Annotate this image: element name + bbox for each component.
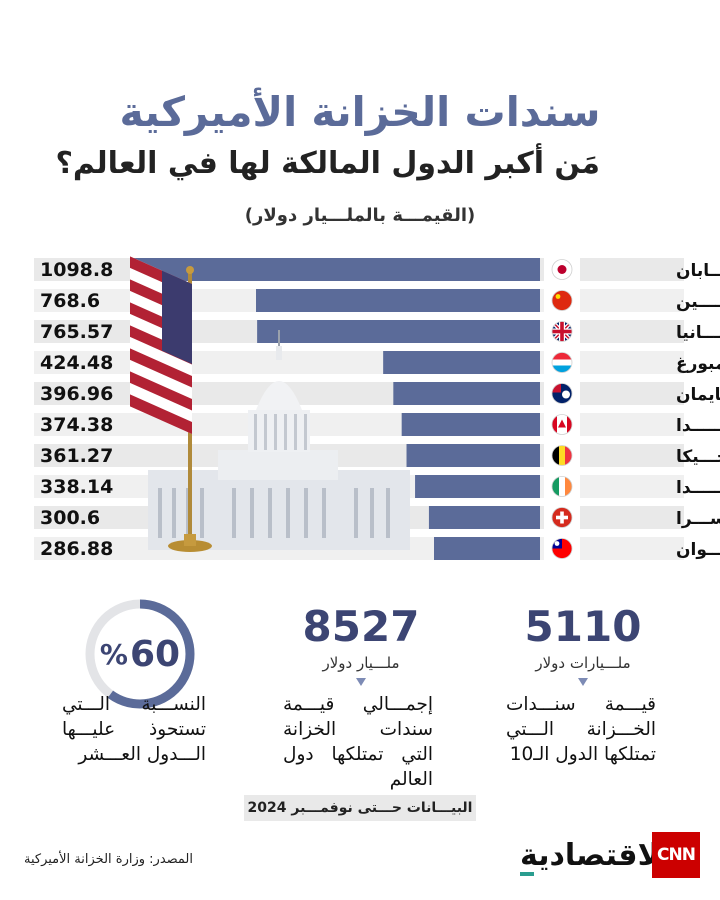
brand-logo-text: الاقتصادية — [520, 838, 671, 873]
ireland-flag-icon — [552, 476, 572, 497]
bar-value-label: 300.6 — [40, 507, 100, 529]
bar-category-label: اليــــــابان — [676, 261, 720, 281]
stat-world-total-unit: ملـــيار دولار — [322, 654, 400, 672]
bar-track — [34, 444, 684, 467]
bar-value-label: 768.6 — [40, 290, 100, 312]
stat-total-ten-value: 5110 — [524, 602, 642, 651]
bar-row: 361.27 بلجـــيكا — [34, 444, 720, 467]
bar — [428, 506, 540, 529]
stat-share-desc: النســـبة الـــتي تستحوذ عليـــها الـــد… — [62, 694, 206, 765]
bar-row: 768.6 الصـــــين — [34, 289, 720, 312]
bar — [134, 258, 540, 281]
unit-label: (القيمـــة بالملـــيار دولار) — [244, 205, 476, 226]
bar-category-label: تايـــوان — [676, 540, 720, 560]
bar — [257, 320, 540, 343]
share-value: 60 — [129, 633, 181, 675]
bar-value-label: 374.38 — [40, 414, 113, 436]
source-note: المصدر: وزارة الخزانة الأميركية — [24, 852, 193, 867]
bar-value-label: 1098.8 — [40, 259, 113, 281]
share-ring — [85, 599, 195, 709]
bar — [383, 351, 540, 374]
page-subtitle: مَن أكبر الدول المالكة لها في العالم؟ — [55, 146, 600, 181]
cayman-flag-icon — [552, 383, 572, 404]
belgium-flag-icon — [552, 445, 572, 466]
bar-value-label: 424.48 — [40, 352, 113, 374]
bar-category-label: سويســـرا — [676, 509, 720, 529]
bar-category-label: أيرلنــــــدا — [676, 476, 720, 498]
share-ring-arc — [85, 599, 195, 709]
bar-value-label: 286.88 — [40, 538, 113, 560]
bar — [401, 413, 540, 436]
bar — [415, 475, 540, 498]
luxembourg-flag-icon — [552, 352, 572, 373]
brand-logo-bar — [520, 872, 534, 876]
bar-category-label: لوكسمبورغ — [676, 354, 720, 374]
bar-row: 1098.8 اليــــــابان — [34, 258, 720, 281]
bar — [256, 289, 540, 312]
bar-category-label: جزر الكايمان — [676, 385, 720, 405]
bar-value-label: 361.27 — [40, 445, 113, 467]
percent-sign: % — [99, 637, 128, 671]
stat-world-total-value: 8527 — [302, 602, 420, 651]
bar-track — [34, 413, 684, 436]
bar-category-label: بلجـــيكا — [676, 447, 720, 467]
bar-row: 396.96 جزر الكايمان — [34, 382, 720, 405]
bar-value-label: 396.96 — [40, 383, 113, 405]
bar-row: 765.57 بريطـــانيا — [34, 320, 720, 343]
bar — [406, 444, 540, 467]
stat-world-total: 8527 ملـــيار دولار — [286, 606, 436, 686]
bar-category-label: الصـــــين — [676, 292, 720, 312]
us-flag — [130, 256, 192, 434]
holdings-bar-chart: 1098.8 اليــــــابان 768.6 الصـــــين 765.57… — [34, 256, 720, 560]
uk-flag-icon — [552, 321, 572, 342]
switzerland-flag-icon — [552, 507, 572, 528]
stat-total-ten: 5110 ملـــيارات دولار — [508, 606, 658, 686]
canada-flag-icon — [552, 414, 572, 435]
stat-world-total-desc: إجمـــالي قيـــمة سندات الخزانة التي تمت… — [283, 694, 433, 790]
cnn-logo: CNN — [652, 832, 700, 878]
bar-value-label: 338.14 — [40, 476, 113, 498]
japan-flag-icon — [552, 259, 572, 280]
stat-total-ten-unit: ملـــيارات دولار — [535, 654, 631, 672]
data-date-note: البيـــانات حـــتى نوفمـــبر 2024 — [244, 795, 476, 821]
page-title: سندات الخزانة الأميركية — [119, 88, 601, 136]
bar-row: 424.48 لوكسمبورغ — [34, 351, 720, 374]
share-ring-label: % 60 — [84, 598, 196, 710]
bar-row: 374.38 كنـــــدا — [34, 413, 720, 436]
down-arrow-icon — [578, 678, 588, 686]
capitol-flag-illustration — [130, 256, 410, 552]
stat-total-ten-desc: قيـــمة سنـــدات الخـــزانة الـــتي تمتل… — [506, 694, 656, 765]
down-arrow-icon — [356, 678, 366, 686]
bar — [393, 382, 540, 405]
bar — [433, 537, 540, 560]
bar-value-label: 765.57 — [40, 321, 113, 343]
bar-category-label: كنـــــدا — [676, 416, 720, 436]
bar-category-label: بريطـــانيا — [676, 323, 720, 343]
china-flag-icon — [552, 290, 572, 311]
taiwan-flag-icon — [552, 538, 572, 559]
